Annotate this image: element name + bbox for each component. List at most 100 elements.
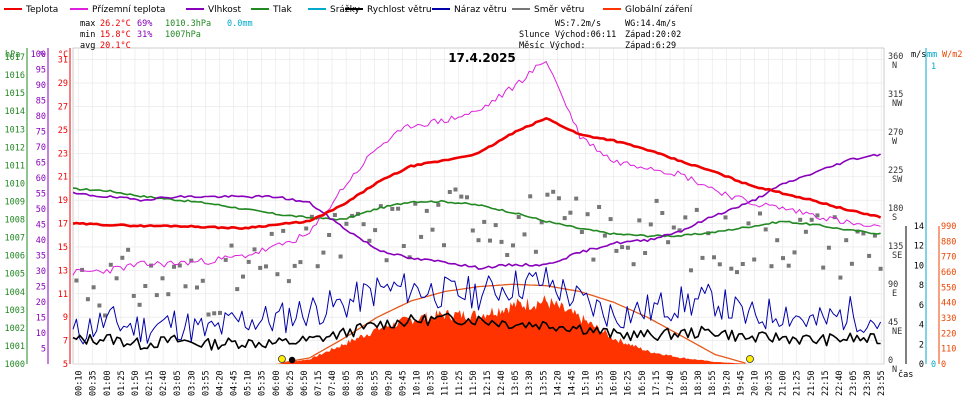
legend-label: Vlhkost <box>208 5 241 15</box>
legend-label: Směr větru <box>534 5 584 15</box>
wind-direction-point <box>80 267 85 272</box>
wind-direction-point <box>281 228 286 233</box>
wind-direction-point <box>602 233 607 238</box>
wind-direction-point <box>660 211 665 215</box>
ms-tick-label: 12 <box>914 242 924 252</box>
svg-text:0.0mm: 0.0mm <box>227 19 253 29</box>
wind-direction-point <box>844 238 849 243</box>
wind-direction-point <box>401 244 406 248</box>
wind-direction-point <box>315 264 320 269</box>
wind-direction-point <box>476 238 481 243</box>
time-tick-label: 06:50 <box>300 370 310 396</box>
wind-direction-point <box>292 263 297 268</box>
time-tick-label: 04:20 <box>215 370 225 396</box>
wm2-tick-label: 990 <box>941 222 956 232</box>
wind-direction-point <box>608 217 613 222</box>
wind-direction-point <box>241 274 245 279</box>
time-tick-label: 03:05 <box>173 370 183 396</box>
time-tick-label: 10:10 <box>413 370 423 396</box>
wind-direction-point <box>528 194 533 199</box>
wind-direction-point <box>861 231 866 236</box>
ms-tick-label: 2 <box>919 340 924 350</box>
wind-direction-point <box>459 194 464 199</box>
hpa-tick-label: 1017 <box>5 53 25 63</box>
wind-direction-point <box>470 228 475 233</box>
stat-max-hum: 69% <box>137 19 152 29</box>
time-tick-label: 00:35 <box>89 370 99 396</box>
wind-direction-point <box>643 251 648 255</box>
mm-tick-label: 0 <box>931 360 936 370</box>
hpa-tick-label: 1001 <box>5 342 25 352</box>
series-layer <box>72 61 883 364</box>
wind-direction-point <box>166 292 171 297</box>
time-tick-label: 13:55 <box>539 370 549 396</box>
degc-tick-label: 17 <box>58 220 68 230</box>
degc-tick-label: 27 <box>58 103 68 113</box>
svg-text:Západ:20:02: Západ:20:02 <box>625 30 681 40</box>
wind-direction-point <box>396 206 401 211</box>
wind-direction-point <box>160 276 165 281</box>
unit-degc: °C <box>58 50 68 60</box>
wind-direction-point <box>332 213 337 217</box>
wind-direction-point <box>338 254 343 259</box>
pct-tick-label: 75 <box>36 128 46 138</box>
pct-tick-label: 15 <box>36 314 46 324</box>
dir-name-label: NW <box>892 99 903 109</box>
wind-direction-point <box>781 256 785 261</box>
time-tick-label: 16:25 <box>624 370 634 396</box>
svg-text:Západ:6:29: Západ:6:29 <box>625 41 676 51</box>
wind-direction-point <box>821 265 826 270</box>
wind-direction-point <box>522 232 527 237</box>
wind-direction-point <box>712 255 716 260</box>
dir-name-label: SW <box>892 175 903 185</box>
time-tick-label: 20:35 <box>765 370 775 396</box>
time-tick-label: 08:30 <box>356 370 366 396</box>
dir-tick-label: 90 <box>888 280 898 290</box>
legend-label: Tlak <box>272 5 293 15</box>
wind-direction-point <box>482 219 487 224</box>
time-tick-label: 03:55 <box>201 370 211 396</box>
dir-tick-label: 0 <box>888 356 893 366</box>
time-tick-label: 16:50 <box>638 370 648 396</box>
wind-direction-point <box>786 263 791 268</box>
svg-text:26.2°C: 26.2°C <box>100 19 131 29</box>
wind-direction-point <box>505 253 510 257</box>
stat-max-label: max <box>80 19 95 29</box>
wind-direction-point <box>74 278 79 283</box>
unit-hpa: hPa <box>5 50 20 60</box>
time-tick-label: 21:50 <box>807 370 817 396</box>
ms-tick-label: 4 <box>919 321 924 331</box>
wind-direction-point <box>533 249 538 254</box>
wind-direction-point <box>591 257 596 262</box>
svg-text:69%: 69% <box>137 19 152 29</box>
svg-text:15.8°C: 15.8°C <box>100 30 131 40</box>
legend: Teplota Přízemní teplota Vlhkost Tlak Srážky… <box>4 5 693 15</box>
wind-direction-point <box>85 297 90 302</box>
wind-speed-info: WS:7.2m/s <box>555 19 601 29</box>
moon-marker <box>288 356 296 364</box>
degc-tick-label: 15 <box>58 243 68 253</box>
wind-direction-point <box>206 312 211 317</box>
wind-direction-point <box>108 262 113 267</box>
wind-direction-point <box>769 264 774 269</box>
wind-speed-line <box>72 312 881 351</box>
wind-direction-point <box>723 215 728 220</box>
wind-direction-point <box>200 278 205 283</box>
degc-tick-label: 21 <box>58 173 68 183</box>
wm2-tick-label: 880 <box>941 237 956 247</box>
wind-direction-point <box>729 266 734 271</box>
wind-direction-point <box>631 262 636 267</box>
degc-tick-label: 7 <box>63 337 68 347</box>
ms-tick-label: 6 <box>919 301 924 311</box>
humidity-line <box>72 153 881 270</box>
time-tick-label: 20:10 <box>750 370 760 396</box>
stat-avg-temp: 20.1°C <box>100 41 131 51</box>
time-tick-label: 10:35 <box>427 370 437 396</box>
wind-direction-point <box>275 272 280 277</box>
time-tick-label: 06:00 <box>272 370 282 396</box>
dir-tick-label: 315 <box>888 90 903 100</box>
wind-direction-point <box>154 293 159 298</box>
wind-direction-point <box>361 222 366 227</box>
hpa-tick-label: 1012 <box>5 143 25 153</box>
stat-max-rain: 0.0mm <box>227 19 253 29</box>
